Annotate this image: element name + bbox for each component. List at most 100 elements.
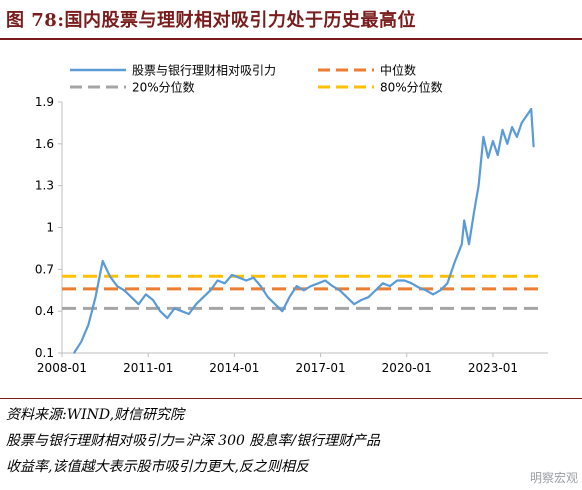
x-tick-label: 2023-01: [468, 361, 518, 375]
chart: 股票与银行理财相对吸引力 中位数 20%分位数 80%分位数 0.1 0.4 0.7 1 1.…: [35, 63, 548, 375]
legend: 股票与银行理财相对吸引力 中位数 20%分位数 80%分位数: [70, 63, 443, 95]
data-point: [338, 289, 341, 292]
data-point: [180, 310, 183, 313]
data-point: [389, 285, 391, 287]
data-point: [209, 289, 212, 292]
data-point: [159, 310, 161, 313]
data-point: [353, 303, 355, 306]
x-tick-label: 2014-01: [209, 361, 259, 375]
data-point: [109, 275, 111, 278]
legend-series: 股票与银行理财相对吸引力: [70, 64, 276, 78]
chart-axes: 0.1 0.4 0.7 1 1.3 1.6 1.9 2008-01 2011-01 2014-01…: [35, 95, 548, 375]
data-point: [73, 352, 75, 354]
data-point: [446, 282, 449, 285]
y-tick-label: 1.6: [35, 137, 54, 151]
data-point: [317, 282, 320, 285]
data-point: [324, 279, 327, 282]
data-point: [188, 313, 190, 315]
data-point: [511, 126, 513, 128]
data-point: [367, 296, 370, 299]
data-point: [145, 293, 147, 296]
data-point: [295, 285, 298, 287]
data-point: [116, 285, 118, 287]
legend-p80-label: 80%分位数: [380, 80, 443, 95]
data-point: [501, 129, 504, 131]
legend-series-label: 股票与银行理财相对吸引力: [132, 64, 276, 78]
data-point: [137, 303, 140, 306]
y-tick-label: 1.3: [35, 179, 54, 193]
data-point: [473, 212, 475, 215]
data-point: [506, 143, 509, 145]
legend-median-label: 中位数: [380, 63, 416, 78]
legend-p20: 20%分位数: [70, 80, 195, 95]
data-point: [130, 296, 133, 299]
data-point: [403, 279, 406, 282]
reference-lines: [62, 274, 538, 310]
figure-title: 图 78:国内股票与理财相对吸引力处于历史最高位: [6, 10, 416, 31]
data-point: [468, 243, 470, 245]
y-tick-label: 0.4: [35, 304, 54, 318]
data-point: [252, 276, 255, 279]
data-point: [288, 296, 291, 299]
data-point: [417, 286, 420, 289]
data-point: [274, 303, 276, 306]
y-tick-label: 0.1: [35, 346, 54, 360]
x-tick-label: 2017-01: [295, 361, 345, 375]
data-point: [453, 261, 456, 264]
data-point: [463, 219, 466, 222]
data-point: [224, 282, 226, 285]
x-tick-label: 2020-01: [382, 361, 432, 375]
data-point: [487, 157, 489, 159]
y-tick-label: 1: [46, 221, 54, 235]
legend-p20-label: 20%分位数: [132, 80, 195, 95]
legend-p80: 80%分位数: [318, 80, 443, 95]
data-point: [530, 108, 532, 110]
source-note: 资料来源:WIND,财信研究院: [6, 407, 185, 423]
data-point: [310, 285, 312, 287]
data-point: [382, 282, 384, 285]
data-point: [87, 324, 90, 326]
watermark: 明察宏观: [529, 471, 578, 485]
data-point: [532, 145, 535, 148]
data-point: [216, 279, 219, 282]
formula-note: 股票与银行理财相对吸引力=沪深 300 股息率/银行理财产品: [6, 433, 381, 449]
y-tick-label: 1.9: [35, 95, 54, 109]
data-point: [496, 154, 499, 156]
data-point: [331, 285, 334, 287]
data-point: [525, 115, 528, 117]
data-point: [360, 299, 363, 301]
data-point: [516, 136, 518, 138]
data-point: [346, 296, 348, 299]
data-point: [173, 307, 176, 310]
series-line: [73, 107, 535, 354]
data-point: [94, 296, 97, 299]
data-point: [123, 289, 125, 292]
data-point: [259, 285, 262, 287]
data-point: [432, 293, 434, 296]
data-point: [195, 303, 197, 306]
data-point: [520, 122, 523, 124]
data-point: [439, 289, 442, 292]
data-point: [281, 310, 284, 313]
y-tick-label: 0.7: [35, 262, 54, 276]
data-point: [425, 289, 427, 292]
plot-area: [73, 107, 535, 354]
data-point: [461, 243, 463, 245]
data-point: [410, 282, 413, 285]
data-point: [202, 296, 205, 299]
x-tick-label: 2011-01: [123, 361, 173, 375]
data-point: [396, 279, 399, 282]
notes-divider: [0, 398, 582, 399]
data-point: [152, 299, 154, 301]
data-point: [267, 296, 269, 299]
data-point: [374, 289, 377, 292]
data-point: [101, 260, 104, 262]
data-point: [492, 140, 494, 142]
data-point: [166, 317, 169, 319]
data-point: [238, 276, 240, 279]
data-point: [303, 289, 305, 292]
data-point: [80, 341, 82, 343]
data-point: [482, 136, 485, 138]
title-divider: [0, 38, 582, 40]
data-point: [477, 184, 480, 187]
